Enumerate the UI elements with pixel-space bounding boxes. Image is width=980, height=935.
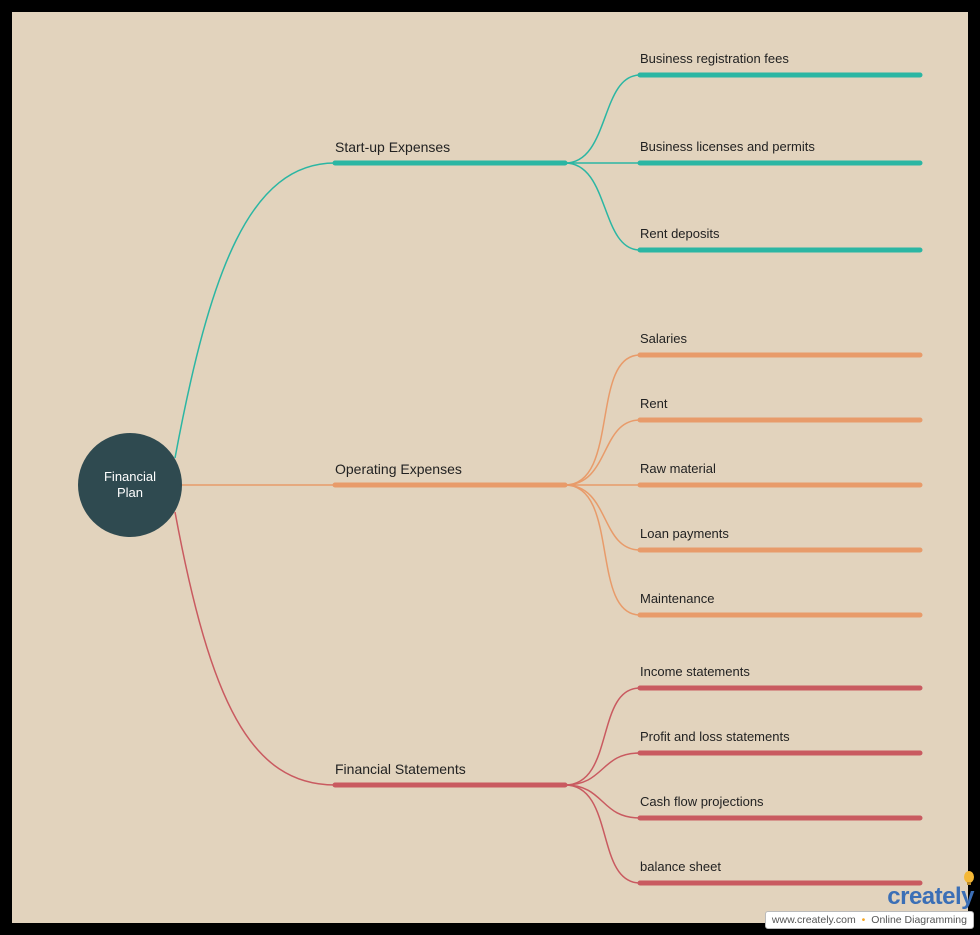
connector-statements-leaf-1 — [565, 753, 640, 785]
brand-logo: creately — [765, 885, 974, 909]
leaf-label-operating-3: Loan payments — [640, 526, 729, 541]
connector-statements-leaf-3 — [565, 785, 640, 883]
branch-label-operating: Operating Expenses — [335, 461, 462, 477]
brand-text: creately — [887, 883, 974, 910]
connector-startup-leaf-2 — [565, 163, 640, 250]
footer-url: www.creately.com — [772, 914, 856, 926]
leaf-label-statements-1: Profit and loss statements — [640, 729, 790, 744]
footer-tagline-text: Online Diagramming — [871, 914, 967, 926]
leaf-label-operating-2: Raw material — [640, 461, 716, 476]
connector-root-statements — [175, 512, 335, 785]
connector-operating-leaf-0 — [565, 355, 640, 485]
branch-label-statements: Financial Statements — [335, 761, 466, 777]
lightbulb-icon — [962, 871, 976, 889]
footer: creately www.creately.com • Online Diagr… — [765, 885, 974, 929]
leaf-label-startup-1: Business licenses and permits — [640, 139, 815, 154]
leaf-label-statements-0: Income statements — [640, 664, 750, 679]
connector-statements-leaf-0 — [565, 688, 640, 785]
connector-startup-leaf-0 — [565, 75, 640, 163]
leaf-label-operating-1: Rent — [640, 396, 668, 411]
branch-label-startup: Start-up Expenses — [335, 139, 450, 155]
leaf-label-operating-0: Salaries — [640, 331, 687, 346]
footer-tagline: www.creately.com • Online Diagramming — [765, 911, 974, 929]
connector-operating-leaf-4 — [565, 485, 640, 615]
leaf-label-statements-3: balance sheet — [640, 859, 721, 874]
leaf-label-startup-0: Business registration fees — [640, 51, 789, 66]
root-label-line1: Financial — [104, 469, 156, 484]
leaf-label-operating-4: Maintenance — [640, 591, 714, 606]
diagram-canvas: FinancialPlan Start-up Expenses Business r… — [12, 12, 968, 923]
connector-root-startup — [175, 163, 335, 458]
leaf-label-statements-2: Cash flow projections — [640, 794, 764, 809]
root-label-line2: Plan — [117, 485, 143, 500]
mindmap-svg: FinancialPlan Start-up Expenses Business r… — [12, 12, 968, 923]
connector-statements-leaf-2 — [565, 785, 640, 818]
diagram-outer-frame: FinancialPlan Start-up Expenses Business r… — [0, 0, 980, 935]
footer-separator-icon: • — [859, 914, 869, 926]
leaf-label-startup-2: Rent deposits — [640, 226, 720, 241]
